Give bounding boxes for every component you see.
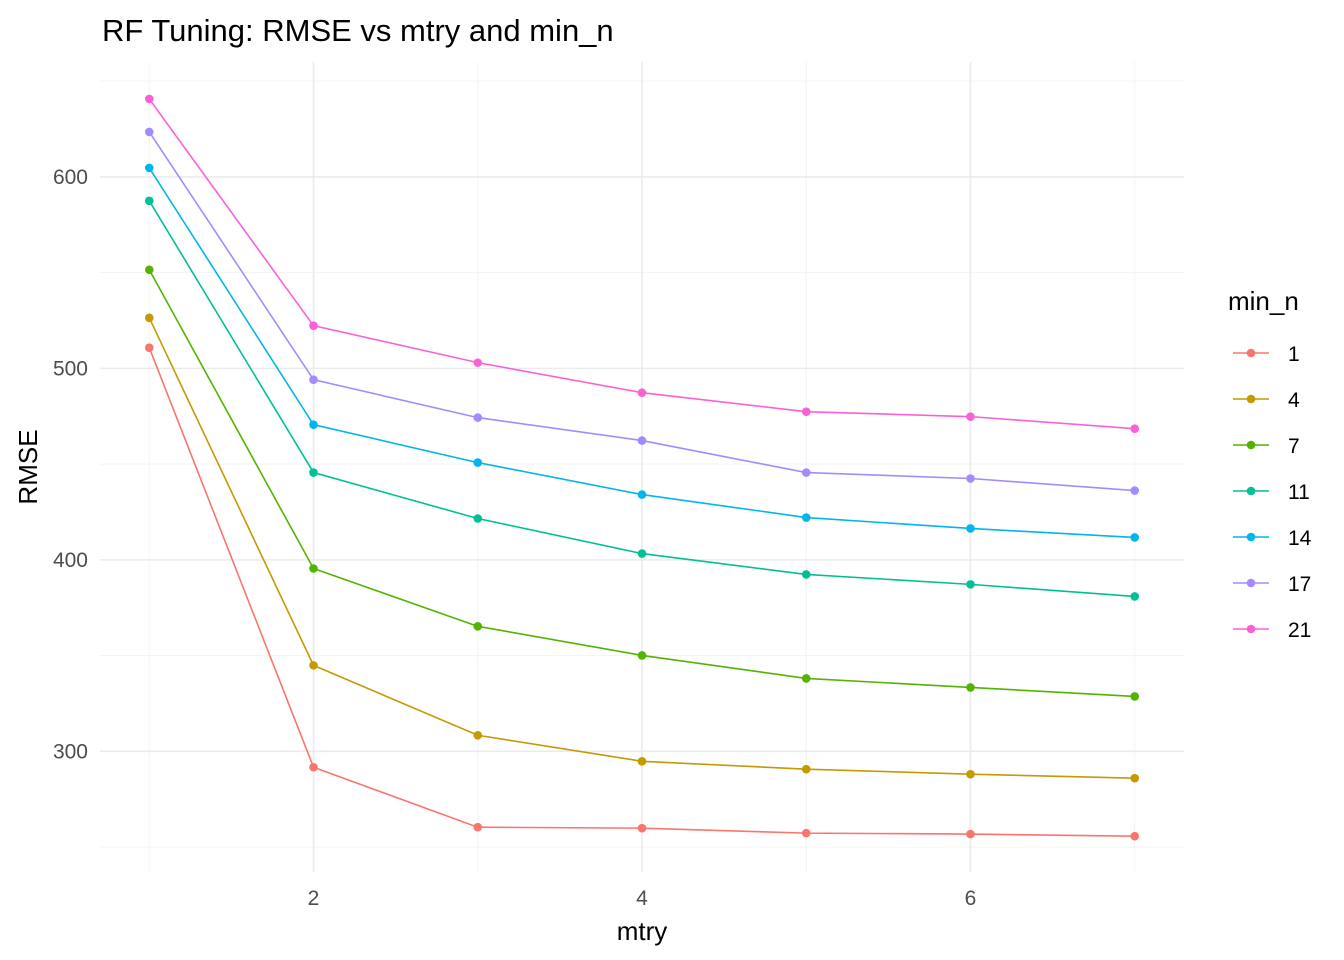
data-point	[801, 468, 811, 477]
series-21	[144, 94, 1140, 434]
x-tick-label: 6	[965, 887, 977, 910]
data-point	[1130, 533, 1140, 542]
data-point	[473, 413, 483, 422]
data-point	[144, 343, 154, 353]
data-point	[309, 762, 318, 772]
data-point	[637, 436, 647, 445]
chart-title: RF Tuning: RMSE vs mtry and min_n	[102, 13, 614, 48]
data-point	[966, 474, 975, 483]
data-point	[966, 524, 975, 533]
data-point	[637, 757, 647, 766]
legend-key-point	[1246, 348, 1256, 358]
data-point	[966, 829, 975, 839]
series-17	[144, 127, 1140, 495]
data-point	[801, 828, 811, 838]
data-point	[309, 661, 318, 670]
data-point	[473, 730, 483, 740]
legend-label: 21	[1288, 619, 1311, 642]
data-point	[473, 358, 483, 367]
legend-label: 14	[1288, 527, 1312, 550]
data-point	[1130, 424, 1140, 434]
x-axis-label: mtry	[617, 916, 668, 946]
legend-label: 7	[1288, 435, 1300, 458]
data-point	[966, 412, 975, 421]
data-point	[144, 127, 154, 137]
data-point	[144, 196, 154, 206]
y-tick-label: 600	[53, 166, 88, 189]
legend-label: 4	[1288, 389, 1300, 412]
series-1	[144, 343, 1140, 841]
series-11	[144, 196, 1140, 601]
legend-label: 1	[1288, 343, 1300, 366]
data-point	[309, 468, 318, 477]
data-point	[1130, 486, 1140, 495]
legend-label: 17	[1288, 573, 1311, 596]
data-point	[637, 549, 647, 558]
legend-title: min_n	[1228, 286, 1299, 316]
series-4	[144, 313, 1140, 783]
data-point	[1130, 773, 1140, 783]
data-point	[801, 570, 811, 579]
axis-ticks: 2 4 6 300 400 500 600	[53, 166, 976, 910]
data-point	[801, 407, 811, 416]
data-point	[144, 313, 154, 323]
data-point	[637, 651, 647, 660]
data-point	[637, 490, 647, 499]
legend-key-point	[1246, 486, 1256, 496]
legend-key-point	[1246, 440, 1256, 450]
y-tick-label: 500	[53, 357, 88, 380]
legend-key-point	[1246, 624, 1256, 634]
data-point	[473, 514, 483, 523]
data-point	[144, 94, 154, 104]
data-point	[309, 321, 318, 330]
data-point	[309, 420, 318, 429]
series-7	[144, 265, 1140, 701]
series-group	[144, 94, 1140, 841]
data-point	[801, 513, 811, 522]
data-point	[1130, 692, 1140, 701]
data-point	[801, 674, 811, 683]
data-point	[473, 458, 483, 467]
data-point	[144, 163, 154, 173]
y-tick-label: 400	[53, 549, 88, 572]
x-tick-label: 2	[308, 887, 320, 910]
data-point	[966, 769, 975, 779]
data-point	[637, 823, 647, 833]
legend-key-point	[1246, 578, 1256, 588]
data-point	[309, 375, 318, 384]
data-point	[144, 265, 154, 275]
data-point	[966, 683, 975, 692]
legend-label: 11	[1288, 481, 1310, 504]
data-point	[473, 622, 483, 631]
legend-key-point	[1246, 394, 1256, 404]
data-point	[1130, 592, 1140, 601]
y-tick-label: 300	[53, 740, 88, 763]
data-point	[309, 564, 318, 573]
data-point	[473, 822, 483, 832]
data-point	[966, 580, 975, 589]
legend-key-point	[1246, 532, 1256, 542]
data-point	[1130, 831, 1140, 841]
series-14	[144, 163, 1140, 542]
x-tick-label: 4	[636, 887, 648, 910]
data-point	[801, 764, 811, 774]
y-axis-label: RMSE	[13, 429, 43, 504]
data-point	[637, 388, 647, 398]
grid	[100, 62, 1184, 872]
